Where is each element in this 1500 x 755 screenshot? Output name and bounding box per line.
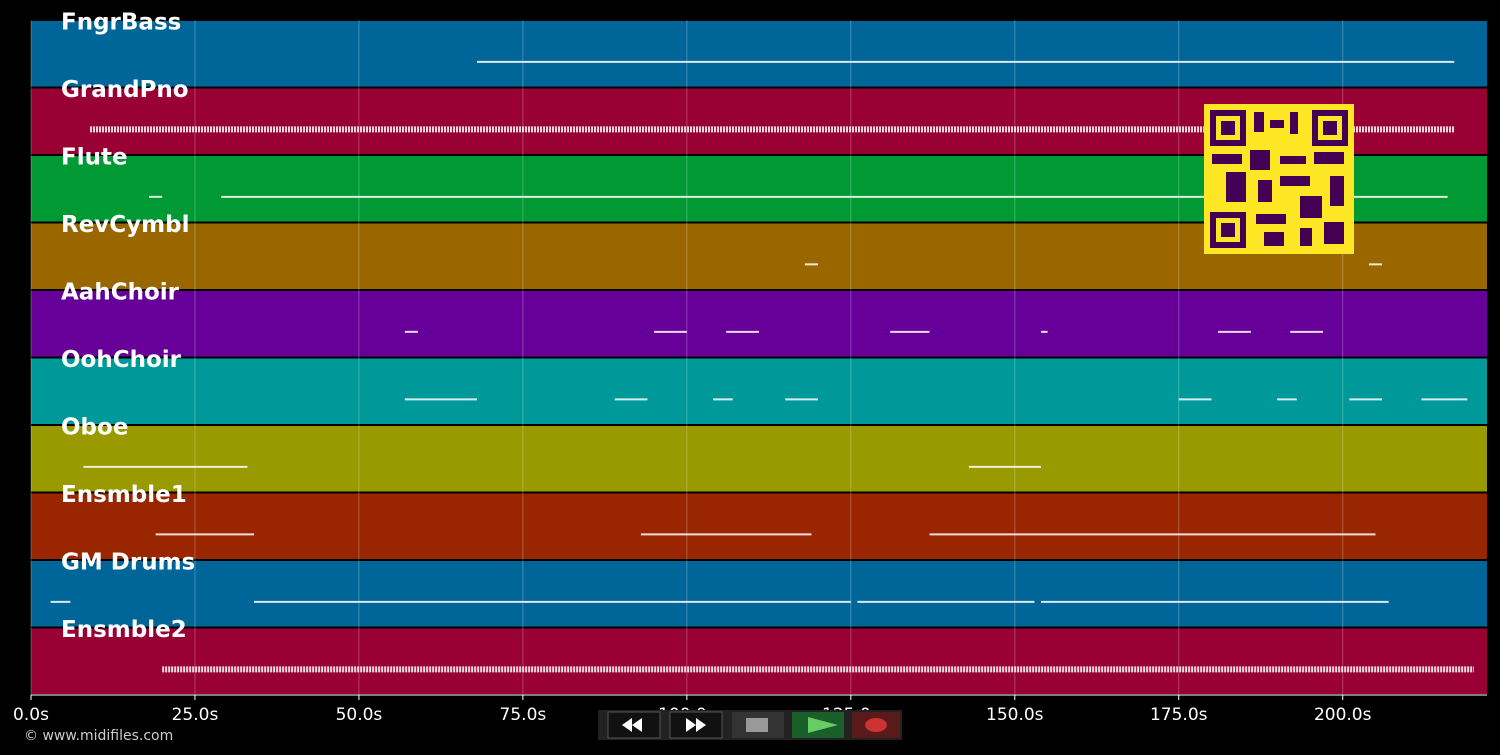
track-label: GrandPno <box>61 77 189 103</box>
x-tick-label: 200.0s <box>1314 705 1372 725</box>
track-labels: FngrBass GrandPno Flute RevCymbl AahChoir Ooh… <box>61 10 195 644</box>
track-label: AahChoir <box>61 280 180 306</box>
qr-code <box>1204 104 1354 254</box>
forward-button[interactable] <box>669 711 723 739</box>
x-tick-label: 175.0s <box>1150 705 1208 725</box>
x-tick-label: 150.0s <box>986 705 1044 725</box>
x-axis: 0.0s25.0s50.0s75.0s100.0s125.0s150.0s175… <box>13 694 1487 725</box>
rewind-button[interactable] <box>607 711 661 739</box>
track-band <box>31 493 1487 559</box>
track-label: OohChoir <box>61 347 182 373</box>
track-band <box>31 21 1487 87</box>
transport-controls <box>598 710 902 740</box>
track-label: Ensmble1 <box>61 482 187 508</box>
track-band <box>31 561 1487 627</box>
stop-button[interactable] <box>732 712 784 738</box>
copyright: © www.midifiles.com <box>24 728 173 744</box>
track-band <box>31 291 1487 357</box>
track-label: FngrBass <box>61 10 181 36</box>
x-tick-label: 75.0s <box>500 705 547 725</box>
track-label: RevCymbl <box>61 212 190 238</box>
x-tick-label: 25.0s <box>172 705 219 725</box>
qr-pattern <box>1210 110 1348 248</box>
track-label: Ensmble2 <box>61 617 187 643</box>
track-band <box>31 426 1487 492</box>
play-button[interactable] <box>792 712 844 738</box>
x-tick-label: 50.0s <box>336 705 383 725</box>
track-band <box>31 628 1487 694</box>
record-button[interactable] <box>852 712 900 738</box>
track-label: Flute <box>61 145 128 171</box>
track-label: GM Drums <box>61 550 195 576</box>
track-label: Oboe <box>61 415 128 441</box>
track-band <box>31 358 1487 424</box>
x-tick-label: 0.0s <box>13 705 49 725</box>
